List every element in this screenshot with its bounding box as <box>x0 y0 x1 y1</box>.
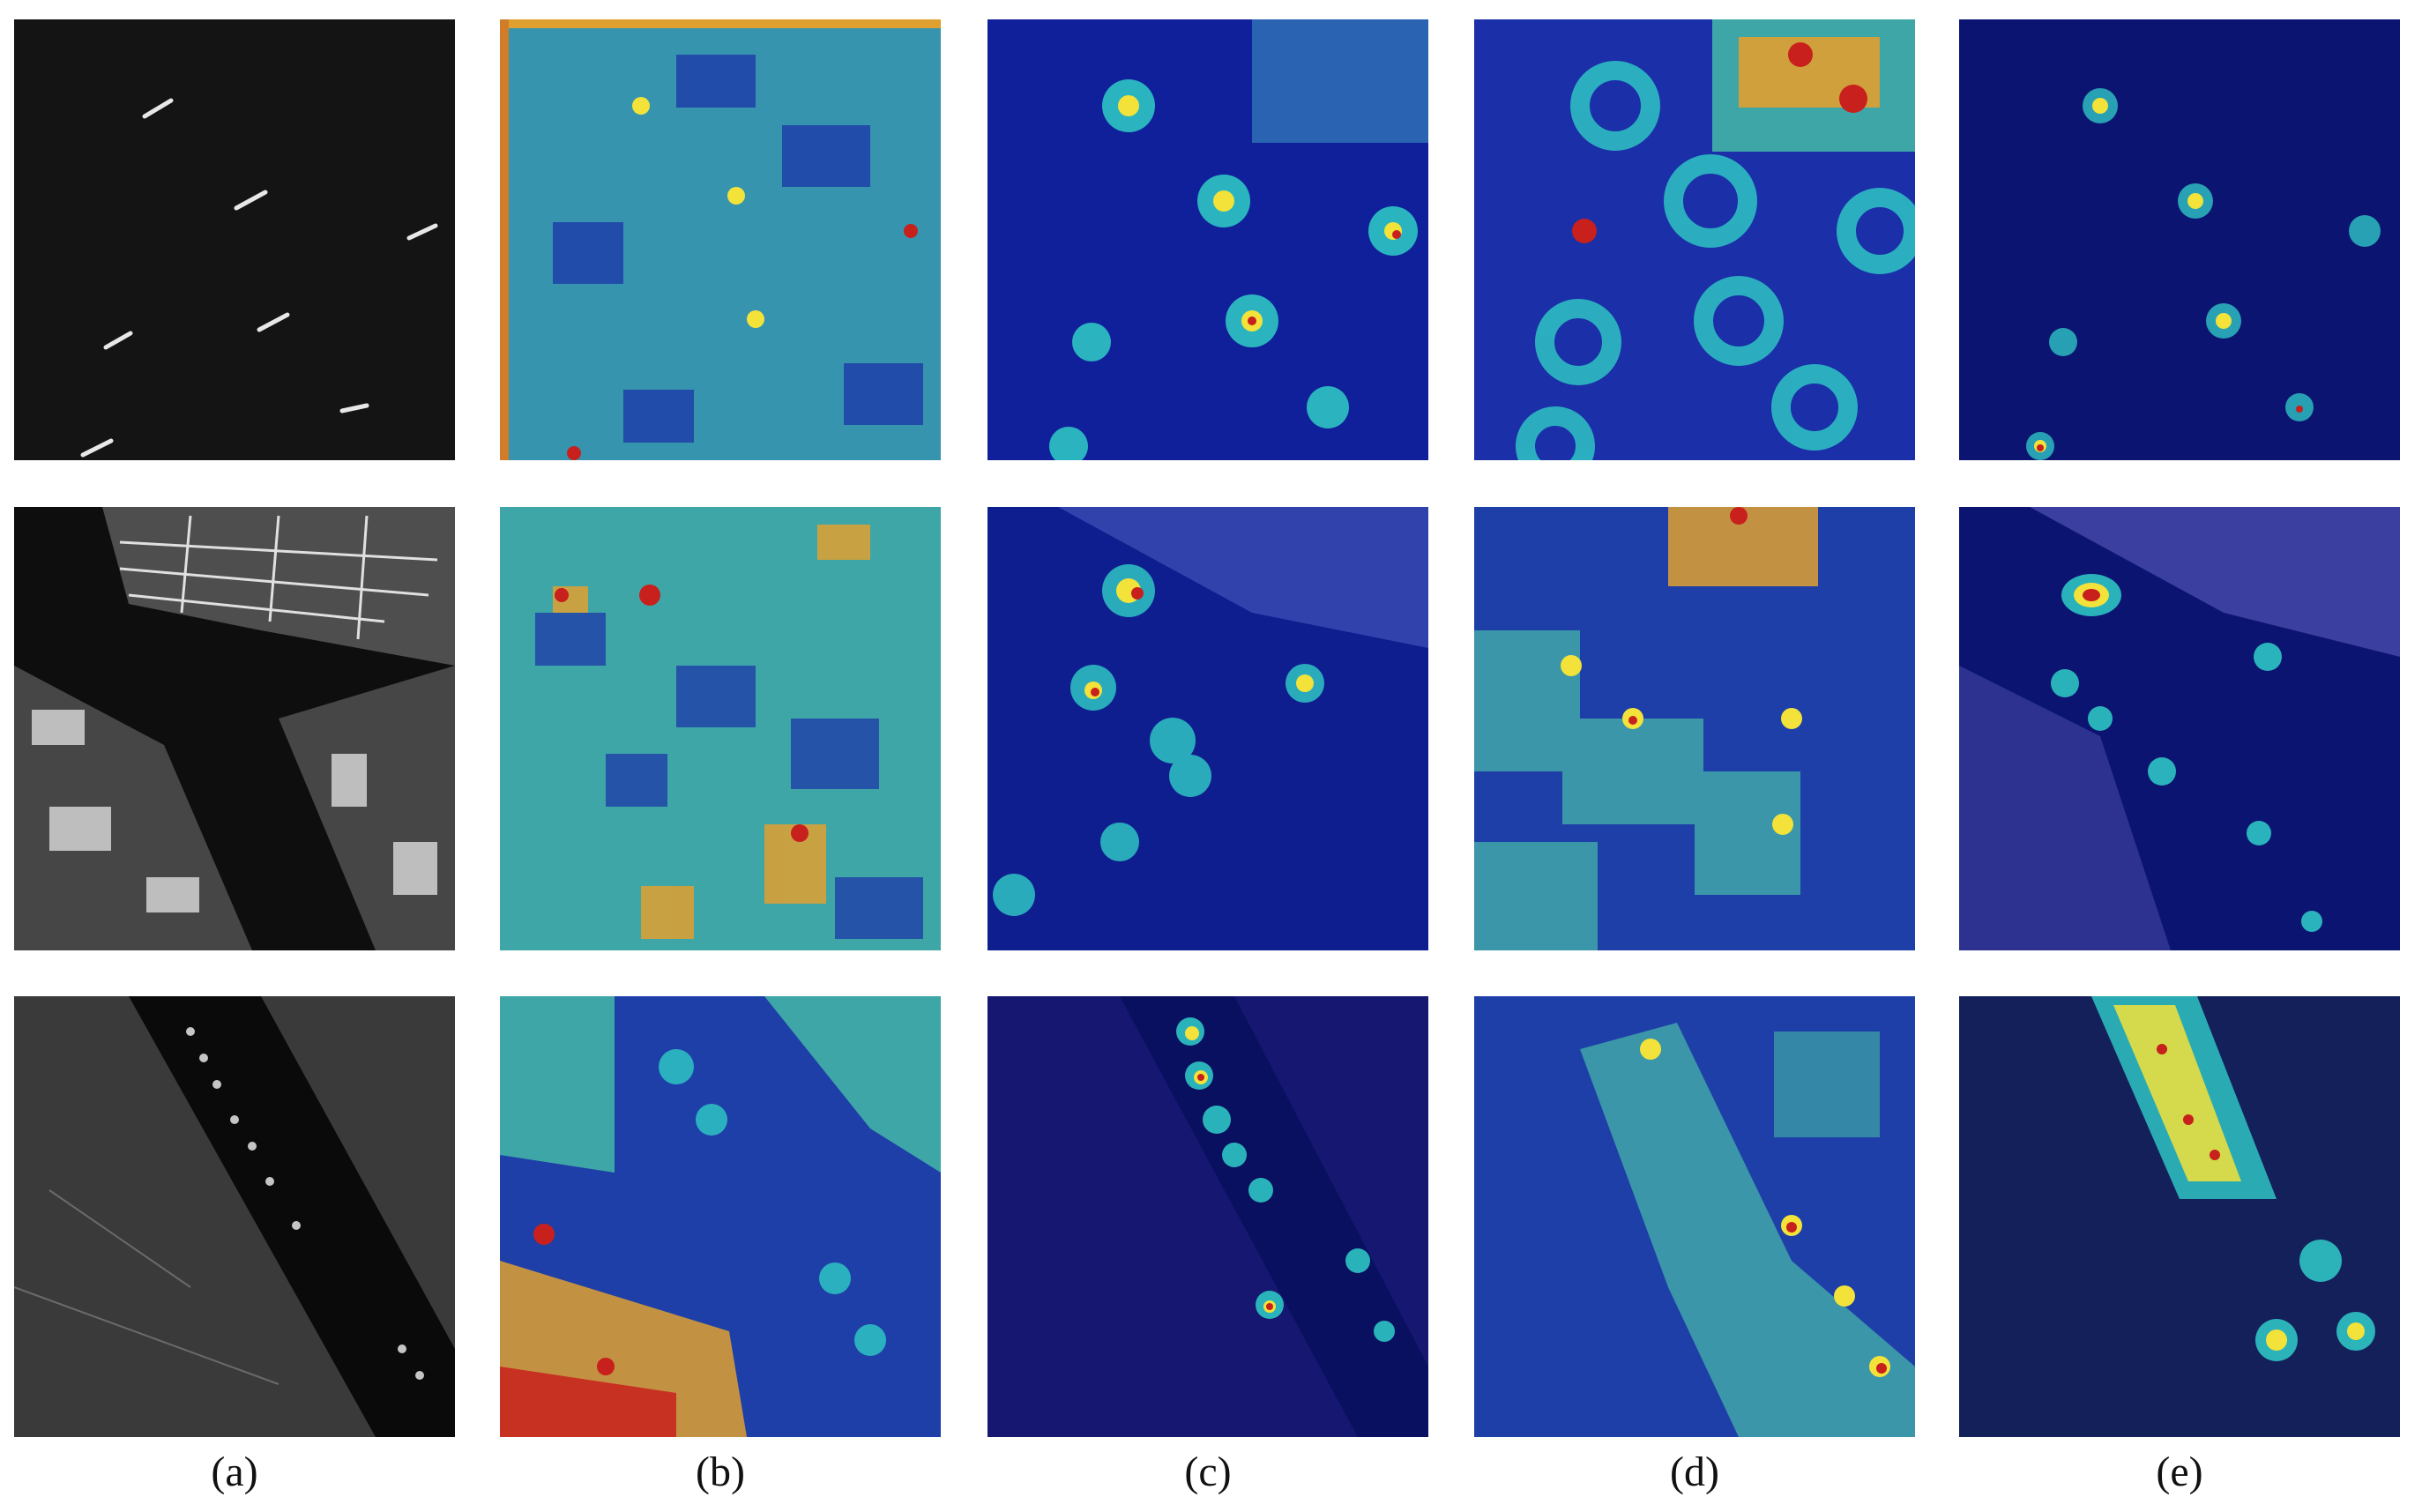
heatmap-overlay <box>1959 19 2400 460</box>
sar-image <box>14 996 455 1437</box>
column-label-e: (e) <box>2156 1449 2203 1495</box>
panel-d-row3-heatmap <box>1474 996 1915 1437</box>
sar-image <box>14 507 455 950</box>
column-label-c: (c) <box>1184 1449 1232 1495</box>
heatmap-overlay <box>1959 996 2400 1437</box>
sar-image <box>14 19 455 460</box>
panel-b-row3-heatmap <box>500 996 941 1437</box>
column-label-a: (a) <box>211 1449 258 1495</box>
heatmap-overlay <box>1474 507 1915 950</box>
heatmap-overlay <box>500 507 941 950</box>
panel-a-row1-sar <box>14 19 455 460</box>
panel-b-row2-heatmap <box>500 507 941 950</box>
panel-c-row1-heatmap <box>987 19 1428 460</box>
panel-b-row1-heatmap <box>500 19 941 460</box>
heatmap-overlay <box>1474 996 1915 1437</box>
heatmap-overlay <box>1474 19 1915 460</box>
heatmap-overlay <box>987 19 1428 460</box>
column-label-b: (b) <box>696 1449 745 1495</box>
heatmap-overlay <box>987 507 1428 950</box>
panel-e-row3-heatmap <box>1959 996 2400 1437</box>
panel-a-row2-sar <box>14 507 455 950</box>
column-label-d: (d) <box>1670 1449 1719 1495</box>
heatmap-overlay <box>500 996 941 1437</box>
panel-d-row2-heatmap <box>1474 507 1915 950</box>
panel-a-row3-sar <box>14 996 455 1437</box>
panel-e-row2-heatmap <box>1959 507 2400 950</box>
heatmap-overlay <box>1959 507 2400 950</box>
panel-c-row2-heatmap <box>987 507 1428 950</box>
panel-e-row1-heatmap <box>1959 19 2400 460</box>
panel-c-row3-heatmap <box>987 996 1428 1437</box>
heatmap-overlay <box>987 996 1428 1437</box>
panel-d-row1-heatmap <box>1474 19 1915 460</box>
heatmap-overlay <box>500 19 941 460</box>
